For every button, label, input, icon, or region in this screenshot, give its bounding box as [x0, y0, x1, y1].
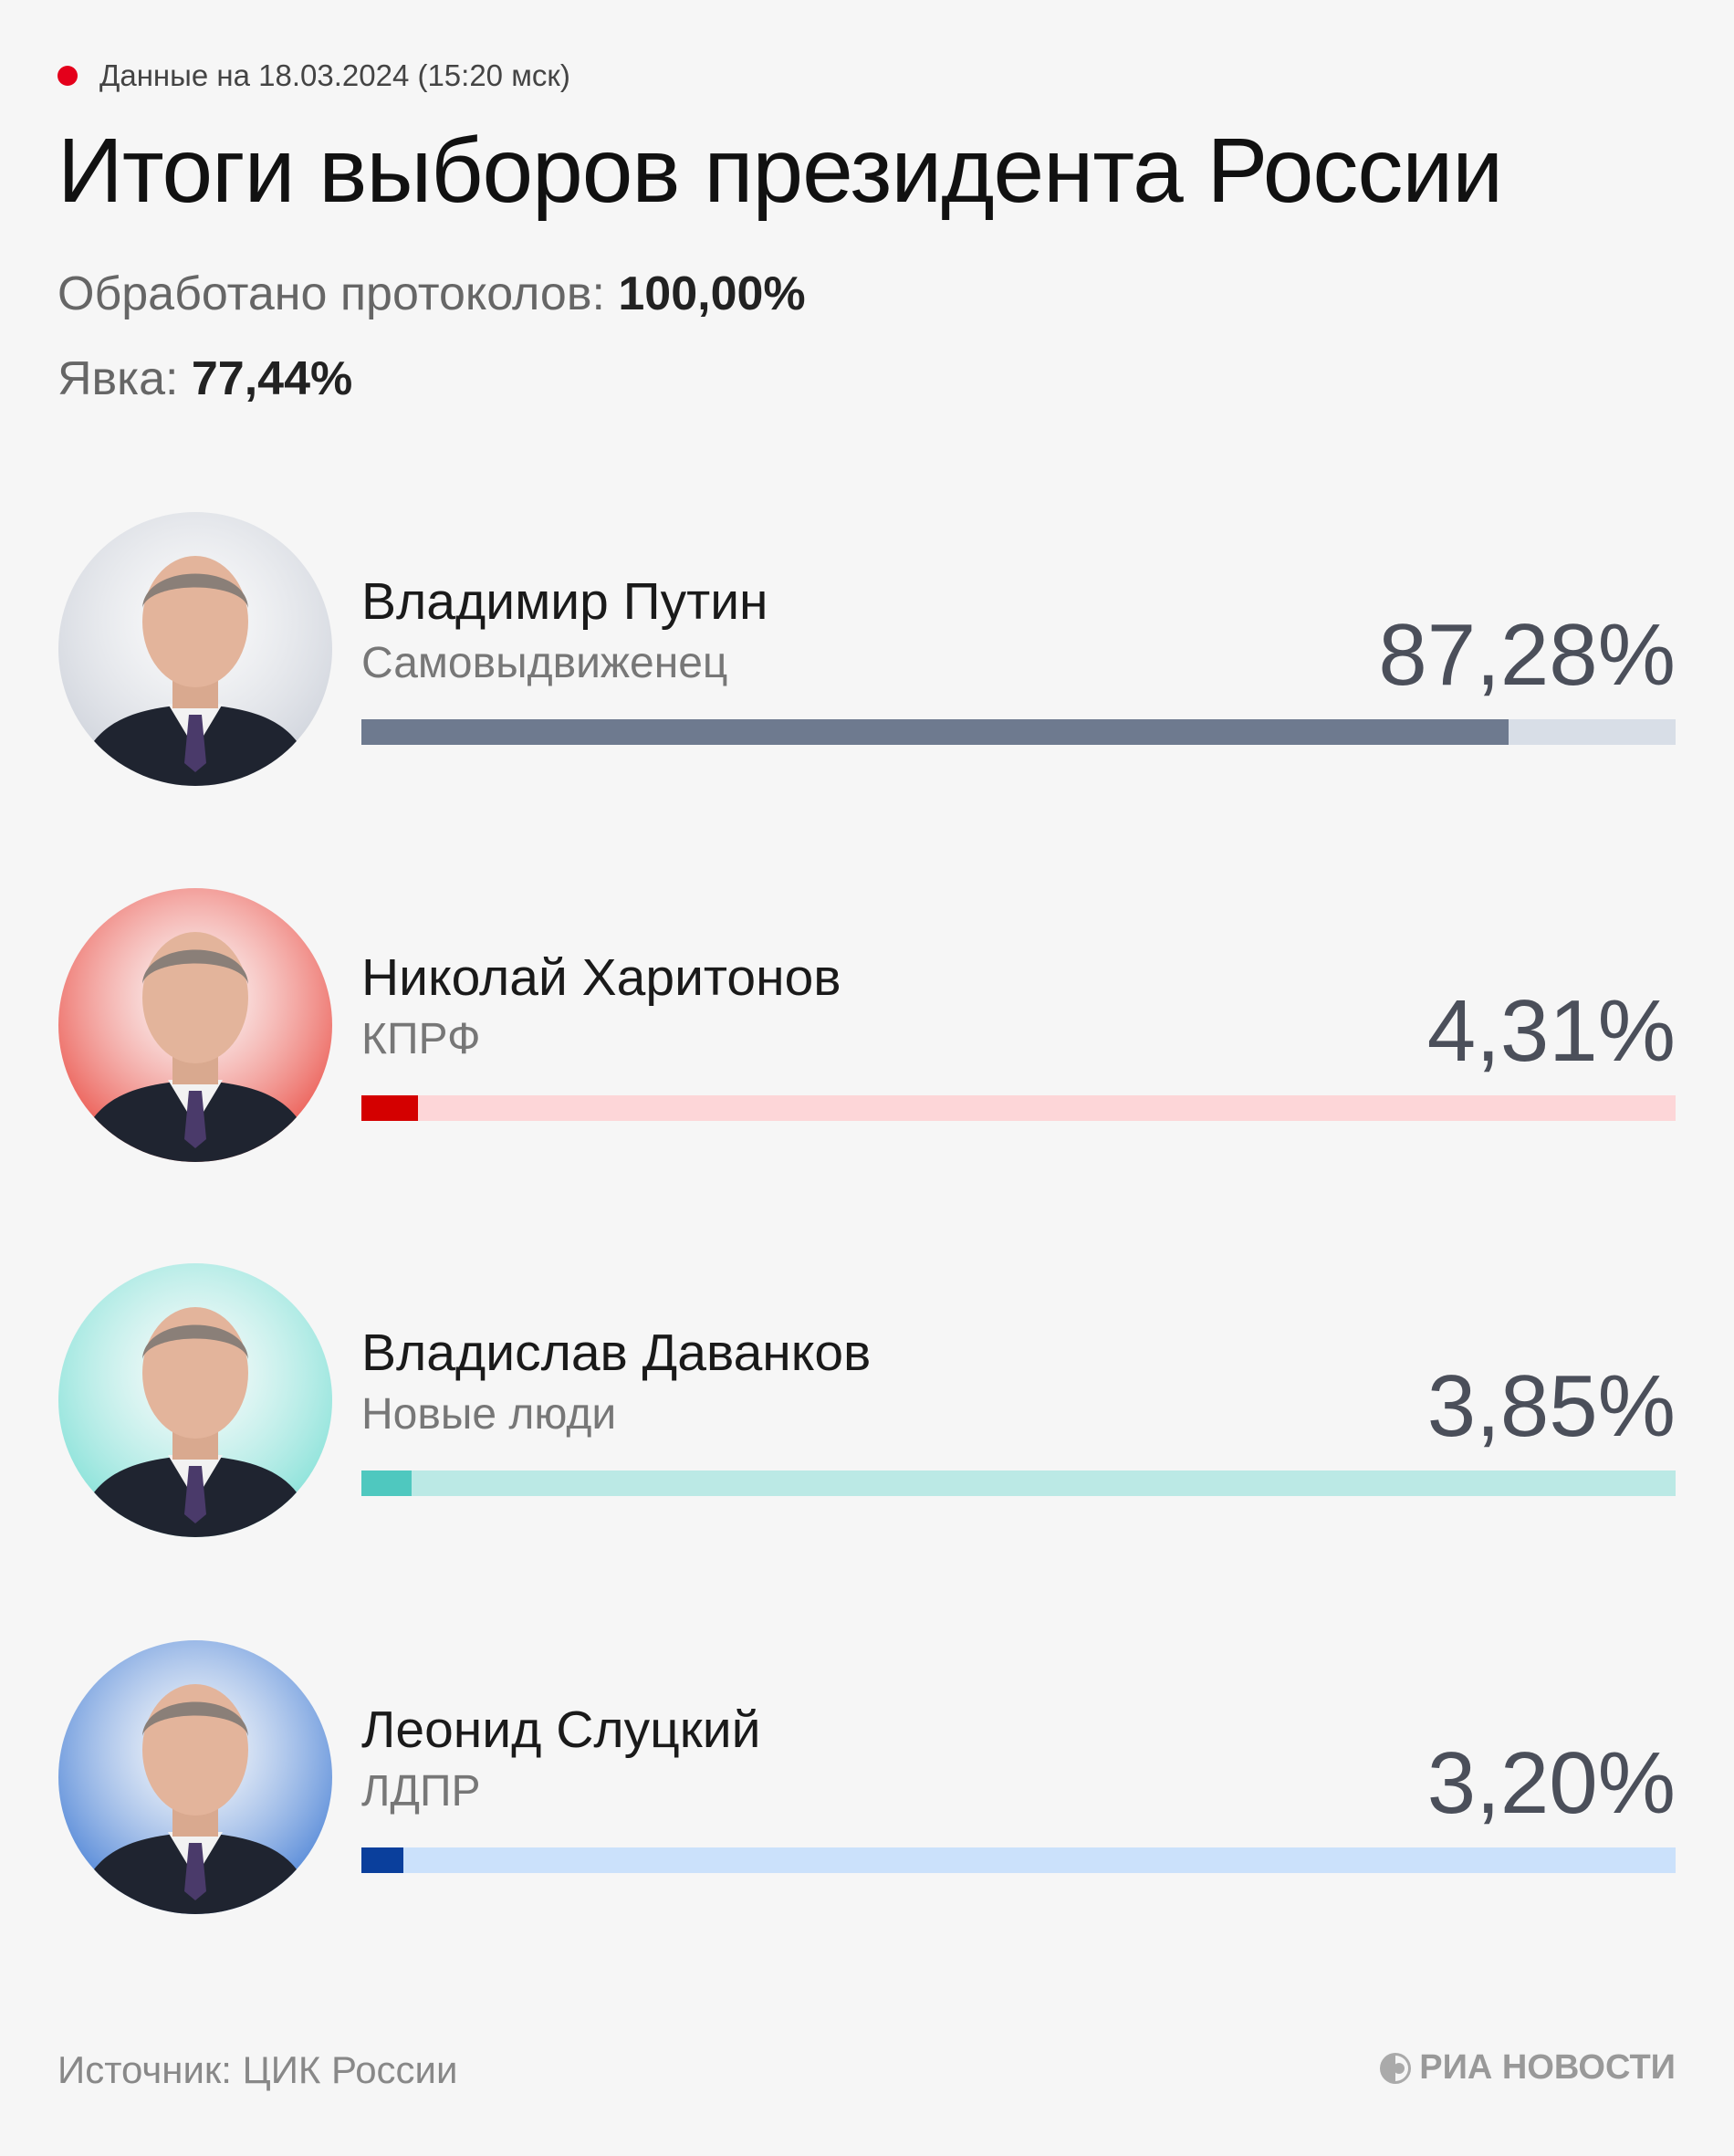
person-photo-icon — [58, 888, 332, 1162]
bar-fill — [361, 719, 1509, 745]
bar-track — [361, 1470, 1676, 1496]
source-label: Источник: ЦИК России — [57, 2048, 458, 2091]
candidate-party: Самовыдвиженец — [361, 639, 728, 687]
candidate-percent: 3,85% — [1426, 1357, 1676, 1455]
candidate-party: ЛДПР — [361, 1767, 481, 1816]
candidate-avatar — [58, 888, 332, 1162]
date-label: Данные на 18.03.2024 (15:20 мск) — [99, 58, 570, 92]
data-timestamp: Данные на 18.03.2024 (15:20 мск) — [57, 58, 570, 93]
candidate-row: Николай Харитонов КПРФ 4,31% — [0, 888, 1734, 1198]
turnout-stat: Явка: 77,44% — [57, 351, 352, 406]
ria-logo-icon — [1380, 2052, 1412, 2084]
bar-fill — [361, 1847, 404, 1873]
candidate-name: Николай Харитонов — [361, 948, 841, 1007]
candidate-row: Владимир Путин Самовыдвиженец 87,28% — [0, 512, 1734, 822]
candidate-row: Леонид Слуцкий ЛДПР 3,20% — [0, 1640, 1734, 1951]
bar-fill — [361, 1470, 413, 1496]
bar-fill — [361, 1095, 419, 1121]
ria-logo: РИА НОВОСТИ — [1377, 2048, 1676, 2088]
person-photo-icon — [58, 1263, 332, 1537]
candidate-percent: 4,31% — [1426, 982, 1676, 1080]
bar-track — [361, 1847, 1676, 1873]
logo-text: РИА НОВОСТИ — [1419, 2048, 1676, 2087]
turnout-value: 77,44% — [191, 352, 353, 405]
person-photo-icon — [58, 512, 332, 786]
candidate-avatar — [58, 512, 332, 786]
candidate-percent: 87,28% — [1378, 606, 1676, 704]
candidate-row: Владислав Даванков Новые люди 3,85% — [0, 1263, 1734, 1574]
processed-label: Обработано протоколов: — [57, 267, 605, 320]
candidate-name: Владислав Даванков — [361, 1324, 872, 1382]
turnout-label: Явка: — [57, 352, 179, 405]
live-dot-icon — [57, 66, 78, 86]
candidate-name: Леонид Слуцкий — [361, 1701, 761, 1759]
processed-value: 100,00% — [618, 267, 806, 320]
candidate-avatar — [58, 1640, 332, 1914]
candidate-name: Владимир Путин — [361, 572, 768, 631]
person-photo-icon — [58, 1640, 332, 1914]
processed-stat: Обработано протоколов: 100,00% — [57, 267, 806, 321]
page-title: Итоги выборов президента России — [57, 120, 1503, 222]
bar-track — [361, 1095, 1676, 1121]
candidate-party: КПРФ — [361, 1015, 481, 1063]
candidate-percent: 3,20% — [1426, 1734, 1676, 1832]
candidate-party: Новые люди — [361, 1390, 617, 1439]
candidate-avatar — [58, 1263, 332, 1537]
bar-track — [361, 719, 1676, 745]
